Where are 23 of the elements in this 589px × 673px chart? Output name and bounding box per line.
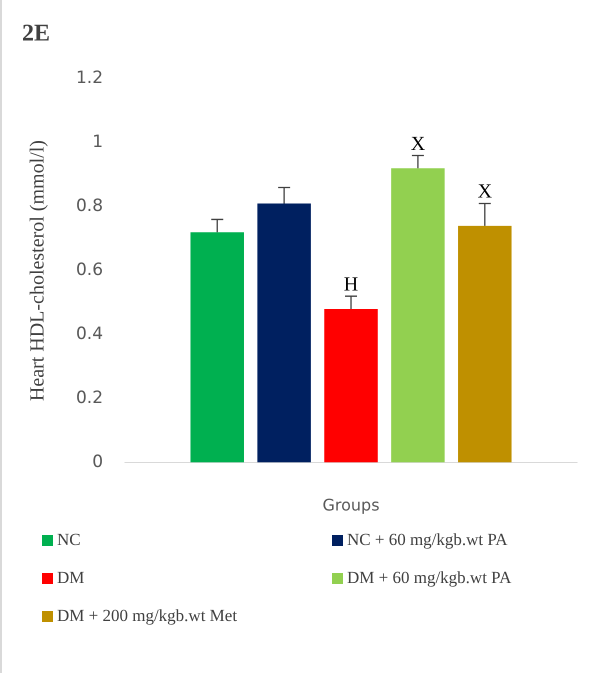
- legend-label: DM + 60 mg/kgb.wt PA: [347, 568, 512, 588]
- y-tick-label: 0: [92, 452, 104, 472]
- y-tick-label: 1.2: [76, 68, 104, 88]
- annotation: X: [410, 132, 426, 155]
- y-tick-label: 0.8: [76, 196, 104, 216]
- legend-label: DM: [57, 568, 84, 588]
- y-tick-label: 0.6: [76, 260, 104, 280]
- legend-label: DM + 200 mg/kgb.wt Met: [57, 606, 238, 626]
- bar: [391, 168, 445, 462]
- bar: [190, 232, 244, 462]
- x-axis-title: Groups: [322, 496, 380, 515]
- annotation: X: [478, 180, 493, 203]
- annotation: H: [344, 273, 358, 296]
- chart-title: 2E: [22, 20, 50, 47]
- bar: [458, 226, 512, 462]
- y-tick-label: 0.2: [76, 388, 104, 408]
- y-tick-label: 1: [92, 132, 104, 152]
- bar: [257, 203, 311, 462]
- y-tick-label: 0.4: [76, 324, 104, 344]
- bar: [324, 308, 378, 462]
- y-axis-title: Heart HDL-cholesterol (mmol/l): [26, 140, 48, 402]
- legend-label: NC: [57, 530, 81, 550]
- legend-label: NC + 60 mg/kgb.wt PA: [347, 530, 508, 550]
